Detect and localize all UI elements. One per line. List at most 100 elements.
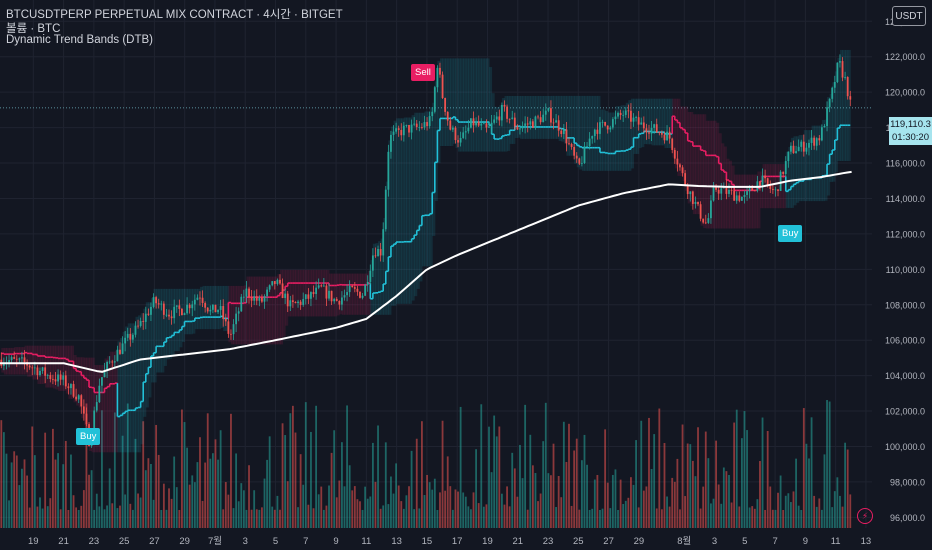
volume-bar xyxy=(405,495,408,528)
candle-body xyxy=(596,129,599,134)
band-fill xyxy=(607,112,611,171)
candle-body xyxy=(139,320,142,326)
band-fill xyxy=(163,288,167,366)
volume-bar xyxy=(116,508,119,528)
band-fill xyxy=(298,269,302,317)
candle-body xyxy=(369,270,372,282)
band-fill xyxy=(171,288,175,356)
volume-bar xyxy=(310,431,312,528)
volume-bar xyxy=(707,458,710,528)
volume-bar xyxy=(31,426,34,528)
volume-bar xyxy=(361,509,364,528)
band-fill xyxy=(272,276,276,345)
volume-bar xyxy=(764,509,767,528)
band-fill xyxy=(138,315,142,453)
volume-bar xyxy=(175,487,178,528)
candle-body xyxy=(547,108,550,111)
volume-bar xyxy=(317,494,320,528)
candle-body xyxy=(650,127,653,134)
band-fill xyxy=(752,174,756,229)
candle-body xyxy=(188,304,191,309)
volume-bar xyxy=(387,504,390,528)
volume-bar xyxy=(480,404,483,528)
candle-body xyxy=(390,134,392,152)
volume-bar xyxy=(426,474,428,528)
time-tick-label: 5 xyxy=(273,536,278,547)
volume-bar xyxy=(501,493,503,528)
candle-body xyxy=(689,191,692,195)
band-fill xyxy=(267,276,271,345)
candle-body xyxy=(495,116,498,120)
band-fill xyxy=(705,120,709,229)
band-fill xyxy=(633,98,637,154)
volume-bar xyxy=(712,498,715,528)
band-fill xyxy=(398,118,402,304)
volume-bar xyxy=(382,505,385,528)
volume-bar xyxy=(101,410,103,528)
candle-body xyxy=(108,361,111,363)
band-fill xyxy=(821,119,825,202)
band-fill xyxy=(202,285,206,330)
time-tick-label: 7 xyxy=(772,536,777,547)
volume-bar xyxy=(255,509,258,528)
volume-bar xyxy=(268,436,271,528)
band-fill xyxy=(669,98,673,149)
volume-bar xyxy=(475,449,478,528)
candle-body xyxy=(436,67,439,88)
candle-body xyxy=(103,370,106,378)
candle-body xyxy=(242,296,245,298)
volume-bar xyxy=(728,474,730,528)
candle-body xyxy=(704,222,707,224)
candle-body xyxy=(201,297,204,304)
band-fill xyxy=(210,285,214,330)
band-fill xyxy=(107,356,111,453)
band-fill xyxy=(486,58,490,152)
volume-bar xyxy=(508,506,511,528)
band-fill xyxy=(545,95,549,139)
volume-bar xyxy=(516,496,519,528)
price-tick-label: 106,000.0 xyxy=(885,336,925,346)
candle-body xyxy=(335,298,338,301)
candle-body xyxy=(831,87,834,99)
band-fill xyxy=(566,95,570,156)
lightning-icon[interactable]: ⚡ xyxy=(857,508,873,524)
volume-bar xyxy=(266,459,268,528)
volume-bar xyxy=(173,456,176,528)
volume-bar xyxy=(237,501,240,528)
volume-bar xyxy=(462,492,465,528)
candle-body xyxy=(617,112,619,117)
candles xyxy=(0,54,852,448)
band-fill xyxy=(249,276,253,345)
band-fill xyxy=(716,122,720,229)
band-fill xyxy=(700,114,704,226)
currency-button[interactable]: USDT xyxy=(892,6,926,26)
volume-bar xyxy=(751,506,754,528)
volume-bar xyxy=(560,497,563,528)
price-tick-label: 98,000.0 xyxy=(890,477,925,487)
band-fill xyxy=(801,135,805,202)
candle-body xyxy=(568,143,570,145)
band-fill xyxy=(468,58,472,152)
band-fill xyxy=(169,288,173,359)
volume-bar xyxy=(591,508,594,528)
volume-bar xyxy=(204,462,207,528)
candle-body xyxy=(418,127,421,128)
volume-bar xyxy=(619,479,622,528)
band-fill xyxy=(754,174,758,229)
volume-bar xyxy=(77,509,80,528)
band-fill xyxy=(316,269,320,317)
candle-body xyxy=(630,110,632,122)
band-fill xyxy=(741,174,745,229)
candle-body xyxy=(219,306,222,310)
time-tick-label: 27 xyxy=(149,536,160,547)
volume-bar xyxy=(738,506,741,528)
volume-bar xyxy=(784,495,787,528)
band-fill xyxy=(827,97,831,196)
candle-body xyxy=(828,98,831,108)
band-fill xyxy=(94,365,98,453)
band-fill xyxy=(238,285,242,345)
volume-bar xyxy=(258,509,261,528)
band-fill xyxy=(114,350,118,453)
volume-bar xyxy=(307,504,310,528)
